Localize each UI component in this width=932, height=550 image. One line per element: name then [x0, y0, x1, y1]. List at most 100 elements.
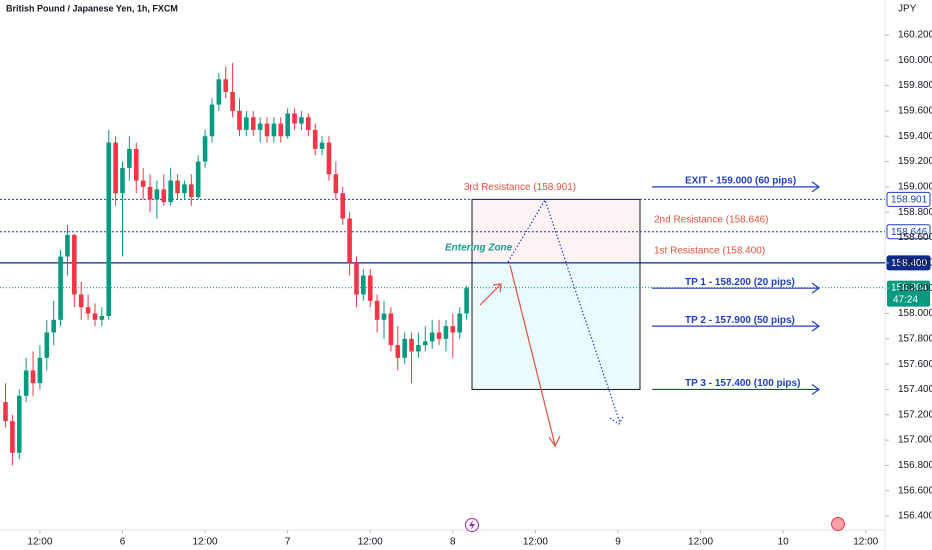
event-icon-bolt	[469, 520, 475, 530]
candle-body	[416, 345, 421, 352]
candle-body	[374, 300, 380, 320]
candle-body	[354, 262, 359, 295]
red-arrow-up-head	[492, 283, 502, 293]
red-arrow-down	[509, 264, 556, 446]
candle-body	[37, 357, 43, 384]
candle-body	[395, 345, 401, 358]
candle-body	[10, 421, 15, 453]
candle-body	[16, 395, 22, 453]
target-label: TP 2 - 157.900 (50 pips)	[685, 315, 795, 326]
news-icon[interactable]	[831, 517, 845, 531]
candle-body	[429, 332, 435, 342]
candle-body	[51, 319, 56, 333]
level-tag: 158.901	[891, 195, 928, 206]
candle-body	[306, 117, 311, 130]
candle-body	[216, 79, 222, 105]
candle-body	[30, 370, 36, 384]
candle-body	[319, 142, 325, 149]
current-price-tag-box	[887, 280, 930, 307]
candle-body	[230, 91, 235, 111]
y-tick-label: 157.600	[898, 359, 932, 370]
x-tick-label: 9	[615, 537, 621, 548]
level-tag: 158.400	[891, 258, 928, 269]
candle-body	[299, 117, 304, 124]
currency-label: JPY	[898, 4, 917, 15]
candle-body	[44, 332, 50, 358]
y-tick-label: 157.800	[898, 333, 932, 344]
red-arrow-up	[479, 284, 501, 306]
levels: 3rd Resistance (158.901) 158.901 2nd Resis…	[0, 176, 931, 395]
candle-body	[326, 142, 332, 175]
candle-body	[58, 256, 63, 320]
candle-body	[92, 313, 98, 320]
y-tick-label: 157.200	[898, 409, 932, 420]
candle-body	[113, 142, 118, 194]
zones	[471, 198, 641, 390]
x-tick-label: 12:00	[358, 537, 383, 548]
x-tick-label: 12:00	[688, 537, 713, 548]
x-tick-label: 12:00	[193, 537, 218, 548]
candle-body	[244, 117, 249, 130]
candle-body	[237, 110, 242, 130]
y-tick-label: 158.800	[898, 207, 932, 218]
y-tick-label: 158.600	[898, 232, 932, 243]
x-tick-label: 12:00	[853, 537, 878, 548]
candle-body	[65, 234, 70, 257]
candle-body	[147, 186, 153, 200]
y-tick-label: 158.400	[898, 257, 932, 268]
target-zone	[472, 262, 640, 390]
candle-body	[443, 326, 449, 339]
y-tick-label: 159.400	[898, 131, 932, 142]
y-tick-label: 158.200	[898, 283, 932, 294]
level-label: 1st Resistance (158.400)	[654, 245, 765, 256]
x-tick-label: 12:00	[27, 537, 52, 548]
candle-body	[120, 167, 125, 194]
y-tick-label: 156.400	[898, 511, 932, 522]
candle-body	[257, 123, 263, 130]
notes	[479, 198, 625, 448]
chart-title: British Pound / Japanese Yen, 1h, FXCM	[6, 3, 178, 13]
candle-body	[340, 193, 346, 219]
candle-body	[422, 341, 428, 346]
level-label: 3rd Resistance (158.901)	[464, 182, 576, 193]
target-arrow-head	[811, 320, 821, 332]
y-tick-label: 157.400	[898, 384, 932, 395]
candle-body	[436, 332, 442, 339]
candle-body	[457, 313, 463, 333]
candle-body	[361, 275, 366, 295]
candle-body	[182, 184, 187, 194]
candle-body	[292, 113, 297, 124]
candle-body	[175, 180, 180, 194]
y-tick-label: 157.000	[898, 435, 932, 446]
x-tick-label: 10	[778, 537, 790, 548]
y-tick-label: 160.000	[898, 55, 932, 66]
target-label: TP 1 - 158.200 (20 pips)	[685, 277, 795, 288]
y-tick-label: 159.200	[898, 156, 932, 167]
target-arrow-head	[811, 282, 821, 294]
candle-body	[381, 313, 387, 320]
candle-body	[168, 180, 173, 203]
candle-body	[85, 307, 91, 314]
x-tick-label: 6	[120, 537, 126, 548]
candles	[3, 62, 469, 466]
candle-body	[202, 136, 208, 162]
candle-body	[285, 113, 290, 137]
x-tick-label: 7	[285, 537, 291, 548]
candle-body	[161, 189, 167, 203]
current-price-tag: 158.204	[891, 282, 928, 293]
level-tag: 158.646	[891, 227, 928, 238]
countdown: 47:24	[893, 294, 918, 305]
candle-body	[367, 275, 373, 301]
candle-body	[250, 117, 256, 130]
target-arrow-head	[811, 181, 821, 193]
candle-body	[347, 218, 352, 263]
candle-body	[264, 123, 270, 137]
candle-body	[133, 148, 139, 181]
red-arrow-down-head	[548, 435, 561, 448]
blue-path-head	[609, 414, 625, 425]
candle-body	[23, 370, 29, 396]
candle-body	[209, 104, 215, 137]
y-tick-label: 159.800	[898, 80, 932, 91]
candle-body	[333, 174, 339, 194]
